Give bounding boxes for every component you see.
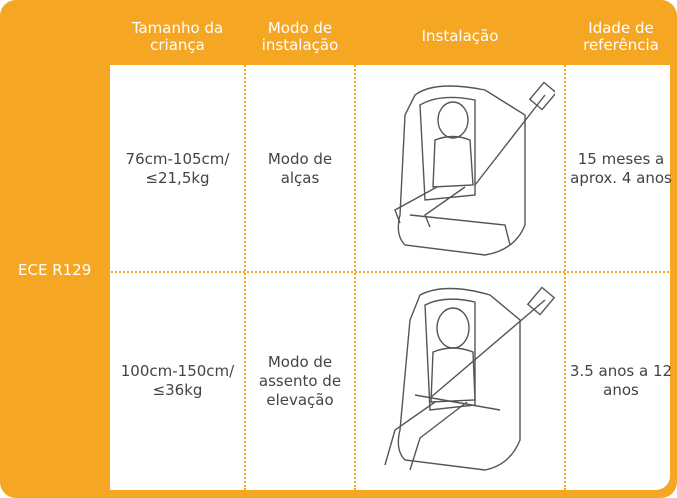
cell: 15 meses a aprox. 4 anos — [570, 149, 672, 187]
cell: 76cm-105cm/ ≤21,5kg — [125, 149, 230, 187]
table-body — [110, 65, 670, 490]
cell: Modo de alças — [267, 149, 333, 187]
divider — [354, 10, 356, 490]
cell: 100cm-150cm/ ≤36kg — [120, 362, 235, 399]
header: Modo de instalação — [261, 18, 339, 54]
divider — [244, 10, 246, 490]
header: Instalação — [421, 27, 499, 45]
divider — [564, 10, 566, 490]
header: Idade de referência — [583, 18, 659, 54]
cell: 3.5 anos a 12 anos — [569, 362, 673, 399]
seat-illustration — [384, 286, 555, 471]
seat-illustration — [394, 81, 555, 256]
group-label: ECE R129 — [18, 261, 92, 279]
header: Tamanho da criança — [131, 18, 224, 54]
divider — [0, 271, 677, 273]
cell: Modo de assento de elevação — [258, 352, 342, 409]
